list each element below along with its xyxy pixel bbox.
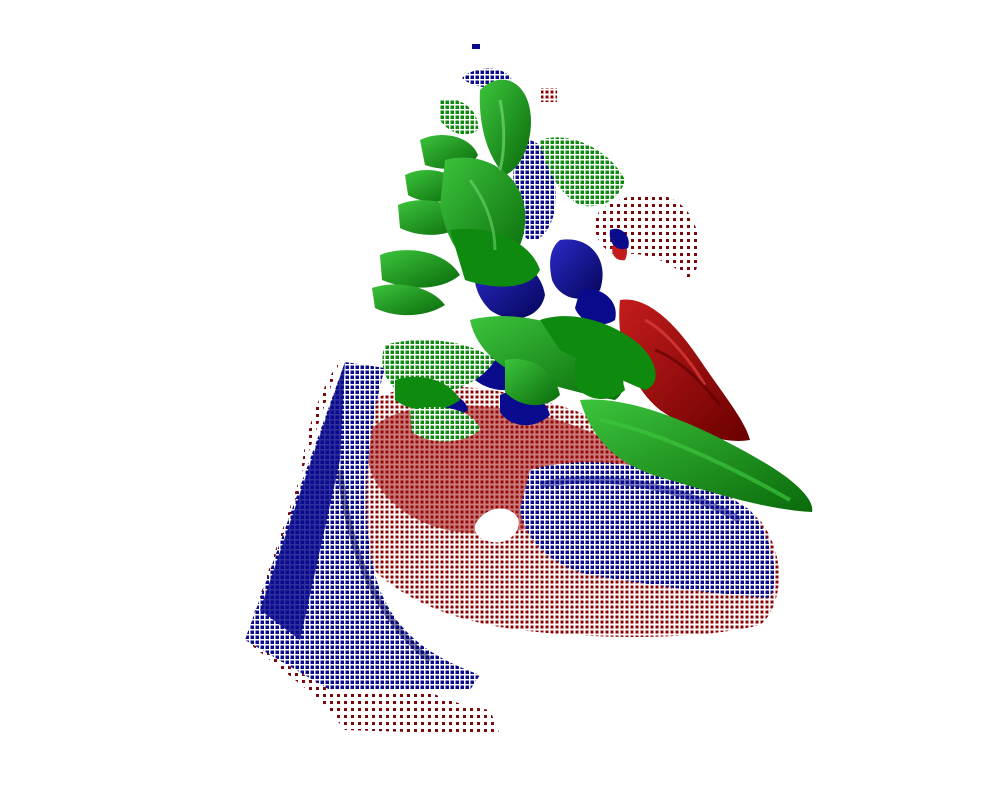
blue-surface	[245, 44, 775, 690]
green-surface	[372, 79, 813, 512]
